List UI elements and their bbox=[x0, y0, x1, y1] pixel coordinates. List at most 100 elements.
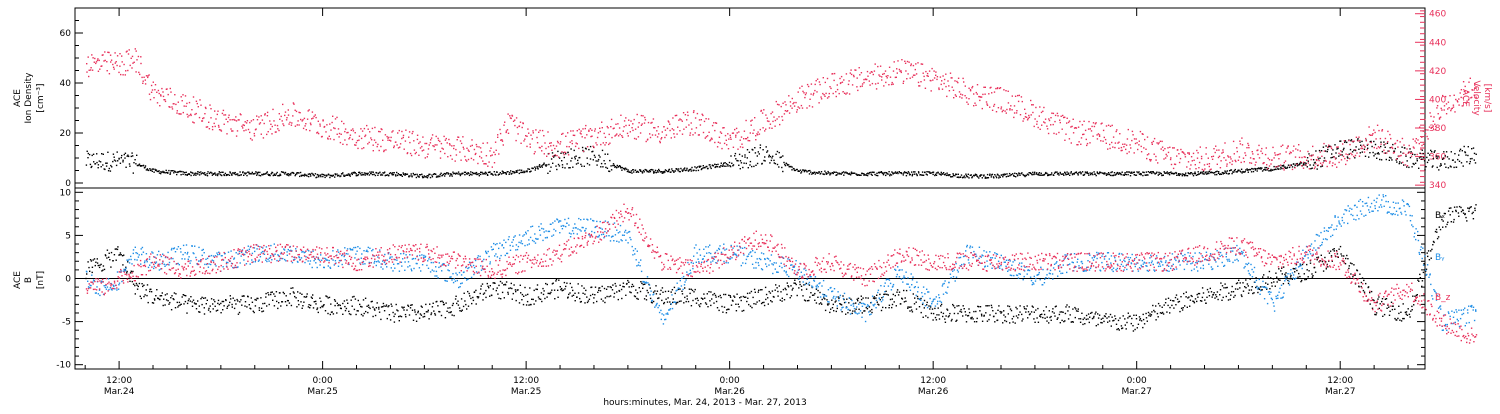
density-point bbox=[923, 175, 924, 176]
b-point bbox=[892, 304, 893, 305]
b-point bbox=[717, 307, 718, 308]
density-point bbox=[486, 173, 487, 174]
velocity-point bbox=[1384, 152, 1385, 153]
velocity-point bbox=[1379, 147, 1380, 148]
density-point bbox=[479, 175, 480, 176]
b-point bbox=[1012, 318, 1013, 319]
b-point bbox=[544, 298, 545, 299]
velocity-point bbox=[1083, 121, 1084, 122]
b-point bbox=[978, 306, 979, 307]
velocity-point bbox=[1094, 126, 1095, 127]
b-point bbox=[317, 307, 318, 308]
velocity-point bbox=[544, 142, 545, 143]
velocity-point bbox=[728, 148, 729, 149]
velocity-point bbox=[1433, 121, 1434, 122]
velocity-point bbox=[923, 73, 924, 74]
density-point bbox=[804, 171, 805, 172]
density-point bbox=[1437, 156, 1438, 157]
b-point bbox=[975, 311, 976, 312]
density-point bbox=[1233, 171, 1234, 172]
velocity-point bbox=[520, 122, 521, 123]
density-point bbox=[1063, 175, 1064, 176]
velocity-point bbox=[352, 128, 353, 129]
b-point bbox=[731, 305, 732, 306]
velocity-point bbox=[763, 109, 764, 110]
b-point bbox=[378, 307, 379, 308]
density-point bbox=[1058, 174, 1059, 175]
density-point bbox=[706, 166, 707, 167]
b-point bbox=[766, 294, 767, 295]
density-point bbox=[145, 165, 146, 166]
density-point bbox=[884, 172, 885, 173]
velocity-point bbox=[456, 154, 457, 155]
density-point bbox=[1068, 173, 1069, 174]
velocity-point bbox=[778, 116, 779, 117]
density-point bbox=[402, 176, 403, 177]
velocity-point bbox=[413, 140, 414, 141]
b-point bbox=[602, 300, 603, 301]
density-point bbox=[1036, 172, 1037, 173]
b-point bbox=[359, 304, 360, 305]
velocity-point bbox=[1231, 164, 1232, 165]
velocity-point bbox=[536, 137, 537, 138]
b-point bbox=[298, 304, 299, 305]
velocity-point bbox=[353, 130, 354, 131]
b-point bbox=[341, 308, 342, 309]
b-point bbox=[907, 308, 908, 309]
b-point bbox=[1008, 313, 1009, 314]
b-point bbox=[122, 264, 123, 265]
b-point bbox=[1027, 317, 1028, 318]
b-point bbox=[862, 297, 863, 298]
density-point bbox=[996, 177, 997, 178]
velocity-point bbox=[470, 146, 471, 147]
density-point bbox=[1307, 166, 1308, 167]
density-point bbox=[1200, 173, 1201, 174]
b-point bbox=[932, 319, 933, 320]
density-point bbox=[876, 175, 877, 176]
b-point bbox=[809, 284, 810, 285]
b-point bbox=[985, 312, 986, 313]
velocity-point bbox=[1470, 78, 1471, 79]
velocity-point bbox=[1114, 147, 1115, 148]
velocity-point bbox=[224, 124, 225, 125]
density-point bbox=[897, 173, 898, 174]
velocity-point bbox=[1086, 139, 1087, 140]
density-point bbox=[95, 163, 96, 164]
density-point bbox=[473, 173, 474, 174]
density-point bbox=[609, 160, 610, 161]
b-point bbox=[714, 293, 715, 294]
velocity-point bbox=[1297, 149, 1298, 150]
b-point bbox=[924, 307, 925, 308]
velocity-point bbox=[645, 119, 646, 120]
velocity-point bbox=[1389, 134, 1390, 135]
velocity-point bbox=[559, 143, 560, 144]
velocity-point bbox=[1441, 109, 1442, 110]
velocity-point bbox=[1057, 113, 1058, 114]
density-point bbox=[775, 154, 776, 155]
velocity-point bbox=[1349, 144, 1350, 145]
density-point bbox=[594, 155, 595, 156]
density-point bbox=[148, 170, 149, 171]
velocity-point bbox=[1008, 91, 1009, 92]
density-point bbox=[234, 173, 235, 174]
density-point bbox=[1453, 159, 1454, 160]
density-point bbox=[358, 174, 359, 175]
b-point bbox=[785, 288, 786, 289]
velocity-point bbox=[151, 85, 152, 86]
density-point bbox=[371, 171, 372, 172]
density-point bbox=[696, 167, 697, 168]
density-point bbox=[129, 166, 130, 167]
density-point bbox=[806, 171, 807, 172]
b-point bbox=[963, 305, 964, 306]
density-point bbox=[797, 169, 798, 170]
velocity-point bbox=[1250, 157, 1251, 158]
velocity-point bbox=[267, 112, 268, 113]
density-point bbox=[605, 154, 606, 155]
b-point bbox=[1024, 308, 1025, 309]
density-point bbox=[1365, 156, 1366, 157]
b-point bbox=[527, 301, 528, 302]
velocity-point bbox=[336, 117, 337, 118]
b-point bbox=[385, 306, 386, 307]
density-point bbox=[640, 171, 641, 172]
velocity-point bbox=[537, 142, 538, 143]
